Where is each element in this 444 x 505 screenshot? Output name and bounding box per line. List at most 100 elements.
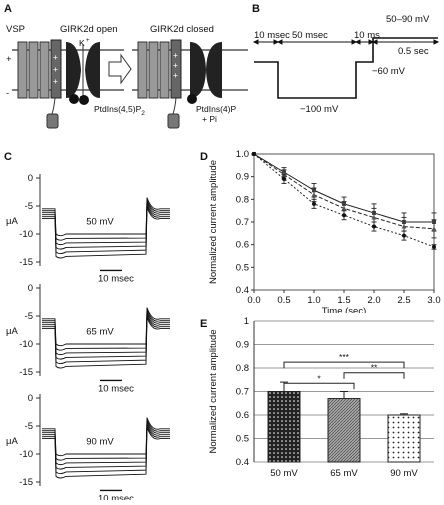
x-tick-label: 1.5: [337, 295, 350, 306]
vsp-protein-right: + + +: [137, 39, 182, 129]
panel-e-chart: E 0.4 0.5 0.6 0.7 0.8 0.9 1 Normalized current …: [196, 315, 444, 500]
trace-y-tick-label: 0: [28, 393, 33, 404]
current-trace-line: [42, 309, 170, 351]
vsp-protein-left: + + +: [17, 39, 62, 129]
svg-text:+: +: [173, 70, 178, 80]
y-tick-label: 0.4: [236, 457, 249, 468]
panel-d-chart: D 0.4 0.5 0.6 0.7 0.8 0.9 1.0 0.0 0.5 1.0 1.5 2.0 2.…: [196, 148, 444, 317]
hyperpolarizing-voltage: −100 mV: [300, 104, 339, 115]
data-point-triangle: [311, 192, 317, 197]
y-tick-label: 0.7: [236, 217, 249, 228]
time-scale-bar-label: 10 msec: [98, 383, 134, 394]
panel-b-label: B: [252, 3, 260, 15]
data-point-circle: [432, 244, 436, 249]
data-point-circle: [372, 224, 376, 229]
current-trace-line: [42, 311, 170, 356]
y-tick-label: 0.5: [236, 434, 249, 445]
current-trace-line: [42, 307, 170, 347]
svg-text:+: +: [173, 50, 178, 60]
x-category-label: 90 mV: [390, 468, 418, 479]
transition-arrow: [108, 53, 132, 85]
step-voltage: 50–90 mV: [386, 14, 430, 25]
current-trace-line: [42, 419, 170, 461]
current-trace-line: [42, 205, 170, 255]
vsp-label: VSP: [6, 24, 25, 35]
girk-closed-label: GIRK2d closed: [150, 24, 214, 35]
svg-text:+: +: [53, 52, 58, 62]
trace-voltage-label: 50 mV: [86, 216, 114, 227]
svg-text:+: +: [53, 76, 58, 86]
trace-unit-label: μA: [6, 436, 18, 447]
x-tick-label: 2.5: [397, 295, 410, 306]
seg2-duration: 50 msec: [292, 30, 328, 41]
k-ion-charge: +: [86, 38, 90, 44]
y-tick-label: 0.4: [236, 285, 249, 296]
y-tick-label: 0.6: [236, 240, 249, 251]
y-tick-label: 0.6: [236, 410, 249, 421]
trace-y-tick-label: -5: [25, 311, 33, 322]
trace-unit-label: μA: [6, 216, 18, 227]
trace-unit-label: μA: [6, 326, 18, 337]
significance-bracket: [343, 372, 405, 379]
x-axis-label: Time (sec): [322, 306, 367, 313]
current-trace-line: [42, 197, 170, 237]
trace-y-tick-label: 0: [28, 283, 33, 294]
data-point-circle: [282, 176, 286, 181]
y-tick-label: 0.8: [236, 194, 249, 205]
current-trace-line: [42, 427, 170, 479]
pip2-label: PtdIns(4,5)P2: [94, 104, 145, 117]
data-point-triangle: [401, 224, 407, 229]
panel-a-schematic: A VSP GIRK2d open GIRK2d closed + - + + …: [4, 3, 248, 129]
y-tick-label: 0.9: [236, 340, 249, 351]
trace-y-tick-label: -15: [19, 257, 33, 268]
girk-channel-closed: [187, 42, 222, 104]
current-trace-line: [42, 421, 170, 466]
y-axis-label: Normalized current amplitude: [208, 160, 219, 284]
significance-bracket: [283, 382, 355, 390]
y-tick-label: 1: [244, 316, 249, 327]
trace-voltage-label: 90 mV: [86, 436, 114, 447]
y-tick-label: 0.8: [236, 363, 249, 374]
x-category-label: 65 mV: [330, 468, 358, 479]
x-tick-label: 0.5: [277, 295, 290, 306]
current-trace-line: [42, 207, 170, 259]
current-trace-line: [42, 417, 170, 457]
y-axis-label: Normalized current amplitude: [208, 329, 219, 453]
trace-panel: 0 -5 -10 -15 μA 50 mV 10 msec: [6, 173, 170, 284]
bar: [387, 414, 421, 463]
trace-voltage-label: 65 mV: [86, 326, 114, 337]
data-point-circle: [342, 213, 346, 218]
current-trace-line: [42, 317, 170, 369]
significance-marker: **: [371, 363, 378, 373]
trace-y-tick-label: -15: [19, 477, 33, 488]
duration-arrows: [252, 39, 440, 45]
seg1-duration: 10 msec: [254, 30, 290, 41]
bar: [327, 398, 361, 463]
girk-open-label: GIRK2d open: [60, 24, 118, 35]
x-tick-label: 1.0: [307, 295, 320, 306]
holding-voltage: −60 mV: [372, 66, 406, 77]
panel-e-label: E: [200, 318, 207, 330]
current-trace-line: [42, 423, 170, 470]
panel-d-label: D: [200, 151, 208, 163]
panel-b-protocol: B 10 msec 50 msec 10 ms 50–90 mV 0.5 sec…: [252, 3, 440, 115]
x-tick-label: 0.0: [247, 295, 260, 306]
time-scale-bar-label: 10 msec: [98, 493, 134, 500]
trace-y-tick-label: -15: [19, 367, 33, 378]
y-tick-label: 0.7: [236, 387, 249, 398]
time-scale-bar-label: 10 msec: [98, 273, 134, 284]
svg-text:+: +: [53, 64, 58, 74]
data-point-circle: [312, 201, 316, 206]
membrane-plus-sign: +: [6, 54, 12, 65]
trace-y-tick-label: 0: [28, 173, 33, 184]
current-trace-line: [42, 201, 170, 246]
significance-marker: *: [317, 373, 321, 383]
y-tick-label: 1.0: [236, 149, 249, 160]
trace-y-tick-label: -10: [19, 339, 33, 350]
step-duration: 0.5 sec: [398, 46, 429, 57]
svg-text:+: +: [173, 60, 178, 70]
current-trace-line: [42, 199, 170, 241]
data-point-circle: [252, 152, 256, 156]
panel-c-traces: C 0 -5 -10 -15 μA 50 mV 10 msec 0 -5 -10 -15 μA 65 m…: [0, 148, 200, 504]
x-tick-label: 3.0: [427, 295, 440, 306]
